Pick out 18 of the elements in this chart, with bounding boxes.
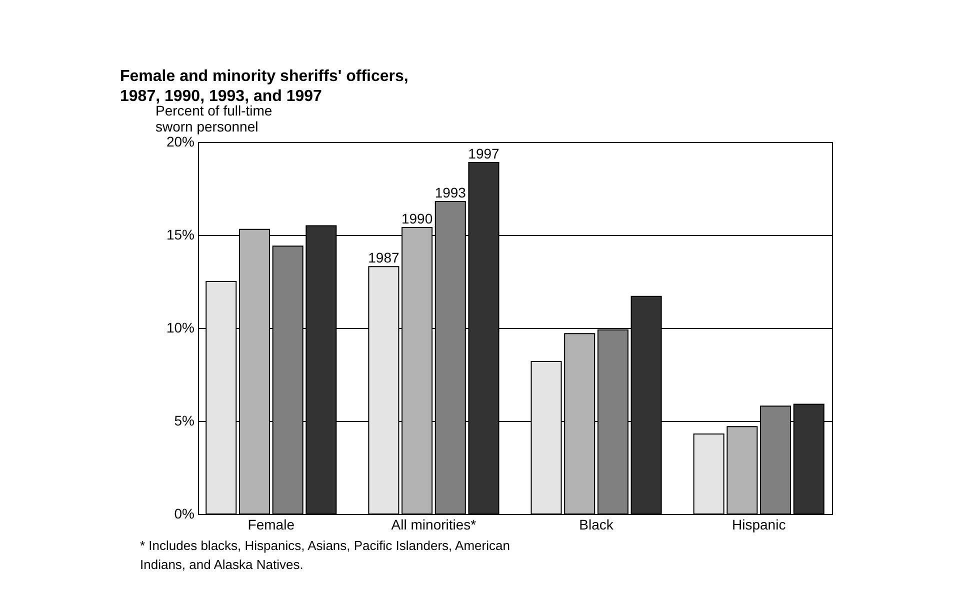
y-tick-label: 15% <box>166 226 194 242</box>
series-label: 1987 <box>368 250 400 266</box>
bar <box>693 434 724 514</box>
y-tick-label: 10% <box>166 320 194 336</box>
series-label: 1997 <box>468 145 500 162</box>
chart-title: Female and minority sheriffs' officers, 1987, 1990, 1993, and 1997 <box>120 68 408 105</box>
series-label: 1990 <box>401 210 433 227</box>
x-tick-label: Hispanic <box>732 516 786 532</box>
x-tick-label: All minorities* <box>391 516 477 532</box>
y-axis-title: Percent of full-time sworn personnel <box>156 102 272 134</box>
y-tick-label: 20% <box>166 134 194 150</box>
y-tick-label: 0% <box>174 506 194 522</box>
series-label: 1993 <box>434 184 466 201</box>
x-tick-label: Black <box>579 516 614 532</box>
x-tick-label: Female <box>248 516 295 532</box>
y-tick-label: 5% <box>174 412 194 428</box>
bar <box>726 426 758 514</box>
text: * Includes blacks, Hispanics, Asians, Pacific Islanders, American Indians, and Alaska Natives. <box>140 537 511 574</box>
